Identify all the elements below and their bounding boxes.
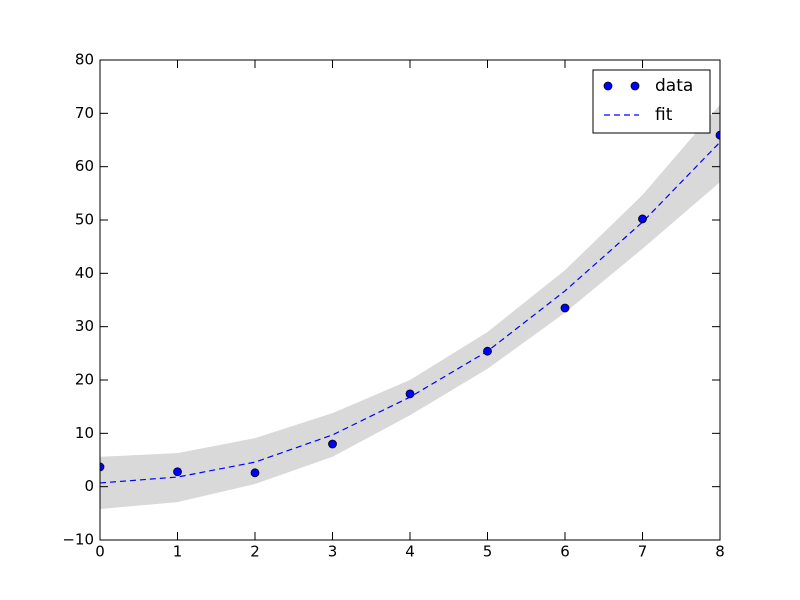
y-tick-label: 40 [75,264,94,282]
data-point [560,303,570,313]
y-tick-label: 80 [75,51,94,69]
x-tick-label: 8 [715,543,725,561]
data-point [483,346,492,356]
y-tick-label: −10 [62,531,94,549]
data-point [405,389,415,399]
data-point [250,468,260,478]
y-tick-label: 60 [75,157,94,175]
x-tick-label: 4 [405,543,415,561]
y-tick-label: 30 [75,317,94,335]
x-tick-label: 6 [560,543,570,561]
x-tick-label: 3 [328,543,338,561]
x-tick-label: 7 [638,543,648,561]
x-tick-label: 0 [95,543,105,561]
legend-marker [603,81,613,91]
confidence-band [100,104,720,510]
data-point [173,467,182,477]
legend: data fit [592,69,711,134]
y-tick-label: 50 [75,211,94,229]
y-tick-label: 10 [75,424,94,442]
y-tick-label: 70 [75,104,94,122]
x-tick-label: 2 [250,543,260,561]
data-point [328,439,337,449]
legend-marker [630,81,640,91]
y-tick-label: 20 [75,371,94,389]
x-tick-label: 1 [173,543,183,561]
legend-label: fit [655,105,673,125]
x-tick-label: 5 [483,543,493,561]
legend-box [592,69,711,134]
data-point [638,214,647,224]
y-tick-label: 0 [84,477,94,495]
data-point [100,462,105,472]
data-point [715,130,720,140]
legend-label: data [655,76,693,96]
plot-area [100,104,720,510]
